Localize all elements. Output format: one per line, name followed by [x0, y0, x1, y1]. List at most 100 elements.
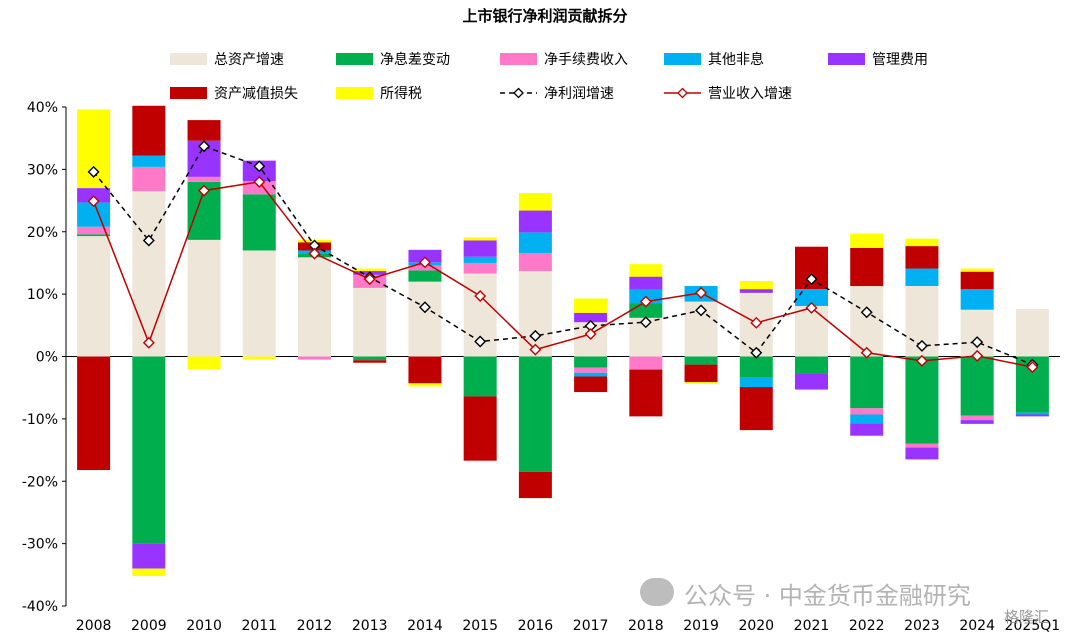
- bar-segment: [905, 356, 939, 444]
- bar-segment: [187, 356, 221, 370]
- bar-segment: [518, 232, 552, 253]
- watermark: 公众号 · 中金货币金融研究: [640, 574, 1060, 614]
- y-tick-label: -30%: [22, 537, 58, 553]
- line-marker: [639, 295, 652, 308]
- line-marker: [253, 175, 266, 188]
- bar-segment: [1015, 309, 1049, 357]
- bar-segment: [132, 155, 166, 167]
- bar-segment: [850, 356, 884, 409]
- legend-swatch: [170, 53, 207, 65]
- legend-label: 管理费用: [872, 52, 928, 68]
- bar-segment: [242, 250, 276, 357]
- line-marker: [87, 165, 100, 178]
- watermark-sub: 格隆汇: [1004, 608, 1050, 626]
- line-marker: [142, 234, 155, 247]
- bar-segment: [463, 256, 497, 263]
- legend-swatch: [500, 53, 537, 65]
- bar-segment: [408, 249, 442, 263]
- legend-label: 营业收入增速: [708, 86, 792, 102]
- bar-segment: [574, 298, 608, 313]
- bar-segment: [518, 193, 552, 211]
- legend-swatch: [828, 53, 865, 65]
- line-marker: [87, 195, 100, 208]
- chart-title: 上市银行净利润贡献拆分: [462, 7, 627, 25]
- bar-segment: [298, 356, 331, 360]
- bar-segment: [132, 191, 166, 357]
- line-marker: [584, 328, 597, 341]
- line-marker: [695, 286, 708, 299]
- bar-segment: [132, 356, 166, 544]
- x-tick-label: 2019: [683, 618, 719, 634]
- line-marker: [142, 336, 155, 349]
- bar-segment: [408, 270, 442, 282]
- y-tick-label: 20%: [27, 225, 58, 241]
- bar-segment: [242, 356, 276, 360]
- legend-swatch: [336, 87, 373, 99]
- line-marker: [308, 247, 321, 260]
- bar-segment: [905, 246, 939, 269]
- bar-segment: [739, 356, 773, 378]
- line-marker: [198, 140, 211, 153]
- bar-segment: [353, 360, 387, 363]
- bar-segment: [905, 268, 939, 287]
- bar-segment: [132, 543, 166, 569]
- bar-segment: [408, 281, 442, 357]
- line-series: [92, 181, 1033, 368]
- bar-segment: [905, 238, 939, 247]
- bar-segment: [463, 262, 497, 274]
- line-marker: [529, 343, 542, 356]
- x-tick-label: 2009: [131, 618, 167, 634]
- line-marker: [363, 273, 376, 286]
- bar-segment: [187, 176, 221, 182]
- x-tick-label: 2010: [186, 618, 222, 634]
- line-marker: [253, 160, 266, 173]
- x-tick-label: 2022: [849, 618, 885, 634]
- y-tick-label: -40%: [22, 599, 58, 615]
- x-tick-label: 2014: [407, 618, 443, 634]
- bar-segment: [187, 120, 221, 141]
- bar-segment: [739, 289, 773, 293]
- bar-segment: [960, 420, 994, 424]
- y-tick-label: -10%: [22, 412, 58, 428]
- bar-segment: [739, 387, 773, 431]
- bar-segment: [77, 236, 111, 357]
- legend-marker: [677, 87, 688, 99]
- legend-swatch: [664, 53, 701, 65]
- x-tick-label: 2020: [738, 618, 774, 634]
- x-tick-label: 2012: [297, 618, 333, 634]
- lines: [87, 140, 1039, 374]
- x-tick-label: 2013: [352, 618, 388, 634]
- bar-segment: [518, 210, 552, 233]
- bar-segment: [574, 367, 608, 373]
- bar-segment: [463, 396, 497, 461]
- bar-segment: [629, 369, 663, 417]
- bar-segment: [795, 373, 828, 390]
- y-tick-label: -20%: [22, 474, 58, 490]
- bar-segment: [795, 305, 828, 357]
- bar-segment: [353, 287, 387, 357]
- x-tick-label: 2008: [76, 618, 112, 634]
- bar-segment: [353, 356, 387, 361]
- line-marker: [860, 346, 873, 359]
- line-marker: [915, 339, 928, 352]
- bars: [77, 105, 1049, 577]
- wechat-icon: [640, 578, 674, 606]
- bar-segment: [463, 356, 497, 397]
- line-marker: [418, 301, 431, 314]
- bar-segment: [850, 286, 884, 357]
- bar-segment: [408, 356, 442, 384]
- bar-segment: [77, 234, 111, 237]
- bar-segment: [298, 257, 331, 357]
- bar-segment: [850, 423, 884, 436]
- bar-segment: [77, 226, 111, 235]
- bar-segment: [795, 356, 828, 374]
- x-tick-label: 2025Q1: [1005, 618, 1061, 634]
- bar-segment: [960, 415, 994, 421]
- y-tick-label: 10%: [27, 287, 58, 303]
- bar-segment: [960, 271, 994, 290]
- x-tick-label: 2023: [904, 618, 940, 634]
- watermark-text: 公众号 · 中金货币金融研究: [684, 582, 971, 610]
- bar-segment: [850, 247, 884, 287]
- bar-segment: [132, 568, 166, 577]
